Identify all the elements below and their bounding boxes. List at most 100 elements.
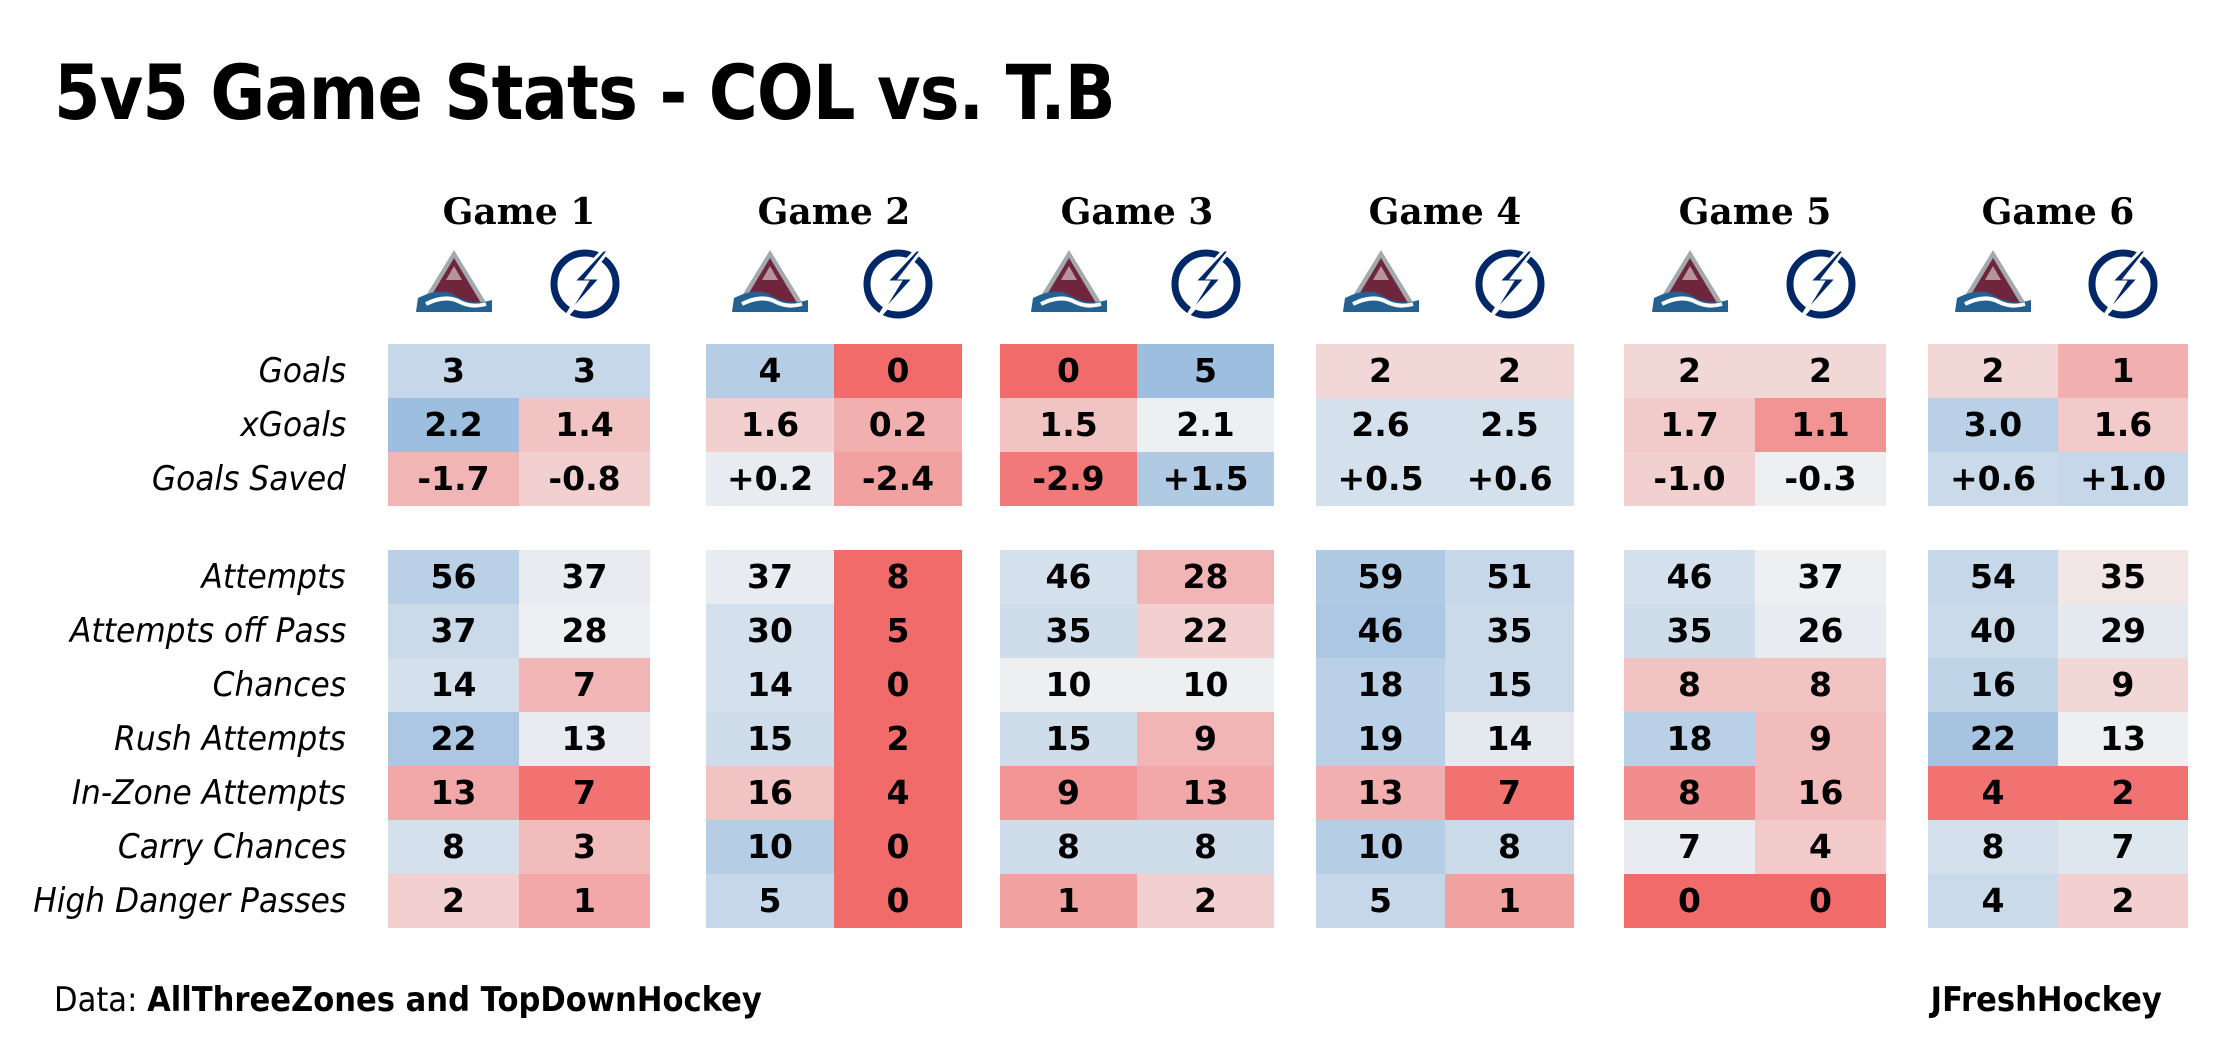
stat-cell: -2.9: [1000, 452, 1137, 506]
stat-cell: 8: [1624, 766, 1755, 820]
row-label: In-Zone Attempts: [72, 773, 346, 813]
stat-cell: 8: [1928, 820, 2058, 874]
row-label: Attempts: [201, 557, 346, 597]
stat-cell: 9: [1755, 712, 1886, 766]
row-label: Carry Chances: [117, 827, 346, 867]
stat-cell: 7: [519, 766, 650, 820]
stat-cell: 19: [1316, 712, 1445, 766]
row-label: Goals Saved: [151, 459, 346, 499]
stat-cell: 37: [1755, 550, 1886, 604]
stat-cell: 13: [1137, 766, 1274, 820]
lightning-logo-icon: [2081, 246, 2165, 320]
stat-cell: 8: [1755, 658, 1886, 712]
stat-cell: 15: [1000, 712, 1137, 766]
row-label: xGoals: [239, 405, 346, 445]
stat-cell: 26: [1755, 604, 1886, 658]
stat-cell: 46: [1000, 550, 1137, 604]
stat-cell: 3: [519, 344, 650, 398]
row-label: Goals: [258, 351, 346, 391]
stat-cell: 1: [1445, 874, 1574, 928]
game-header: Game 4: [1368, 191, 1522, 233]
stat-cell: 2.2: [388, 398, 519, 452]
avalanche-logo-icon: [1027, 246, 1111, 320]
stat-cell: 35: [1624, 604, 1755, 658]
stat-cell: 2: [1445, 344, 1574, 398]
stat-cell: 13: [388, 766, 519, 820]
stat-cell: 10: [1137, 658, 1274, 712]
stat-cell: 2: [2058, 766, 2188, 820]
stat-cell: 15: [1445, 658, 1574, 712]
stat-cell: 5: [1137, 344, 1274, 398]
stat-cell: 4: [834, 766, 962, 820]
stat-cell: 13: [1316, 766, 1445, 820]
stat-cell: +0.2: [706, 452, 834, 506]
game-header: Game 1: [442, 191, 596, 233]
game-header: Game 6: [1981, 191, 2135, 233]
lightning-logo-icon: [1468, 246, 1552, 320]
stat-cell: 4: [1928, 874, 2058, 928]
stat-cell: 8: [1000, 820, 1137, 874]
stat-cell: 28: [519, 604, 650, 658]
stat-cell: -1.0: [1624, 452, 1755, 506]
stat-cell: 0: [834, 820, 962, 874]
avalanche-logo-icon: [1648, 246, 1732, 320]
stat-cell: 5: [1316, 874, 1445, 928]
stat-cell: 40: [1928, 604, 2058, 658]
stat-cell: 0: [1755, 874, 1886, 928]
lightning-logo-icon: [1164, 246, 1248, 320]
stat-cell: 14: [706, 658, 834, 712]
stat-cell: 16: [1928, 658, 2058, 712]
stat-cell: +1.0: [2058, 452, 2188, 506]
stat-cell: 14: [1445, 712, 1574, 766]
stat-cell: 54: [1928, 550, 2058, 604]
stat-cell: 1.1: [1755, 398, 1886, 452]
stat-cell: 18: [1316, 658, 1445, 712]
stat-cell: 22: [1928, 712, 2058, 766]
stat-cell: 3: [519, 820, 650, 874]
game-header: Game 5: [1678, 191, 1832, 233]
stat-cell: 0: [834, 344, 962, 398]
stat-cell: 2.6: [1316, 398, 1445, 452]
avalanche-logo-icon: [1951, 246, 2035, 320]
stat-cell: -2.4: [834, 452, 962, 506]
stat-cell: 16: [1755, 766, 1886, 820]
stat-cell: +0.5: [1316, 452, 1445, 506]
stat-cell: 29: [2058, 604, 2188, 658]
stat-cell: 2: [1624, 344, 1755, 398]
stat-cell: 3.0: [1928, 398, 2058, 452]
stat-cell: -0.8: [519, 452, 650, 506]
stat-cell: 5: [706, 874, 834, 928]
stat-cell: 4: [1928, 766, 2058, 820]
avalanche-logo-icon: [728, 246, 812, 320]
stat-cell: 15: [706, 712, 834, 766]
lightning-logo-icon: [543, 246, 627, 320]
stat-cell: 2: [1755, 344, 1886, 398]
stat-cell: 30: [706, 604, 834, 658]
stat-cell: 8: [388, 820, 519, 874]
credit-footer: JFreshHockey: [1930, 980, 2162, 1020]
stat-cell: 1.7: [1624, 398, 1755, 452]
avalanche-logo-icon: [412, 246, 496, 320]
stat-cell: 8: [1624, 658, 1755, 712]
stat-cell: 7: [2058, 820, 2188, 874]
stat-cell: 18: [1624, 712, 1755, 766]
data-source-footer: Data: AllThreeZones and TopDownHockey: [54, 980, 762, 1020]
stat-cell: 2: [834, 712, 962, 766]
stat-cell: 2: [2058, 874, 2188, 928]
stat-cell: 46: [1316, 604, 1445, 658]
stat-cell: +1.5: [1137, 452, 1274, 506]
stat-cell: 8: [834, 550, 962, 604]
stat-cell: 13: [2058, 712, 2188, 766]
stat-cell: 59: [1316, 550, 1445, 604]
stat-cell: 1: [2058, 344, 2188, 398]
stat-cell: +0.6: [1928, 452, 2058, 506]
stat-cell: 1.5: [1000, 398, 1137, 452]
row-label: High Danger Passes: [33, 881, 346, 921]
stat-cell: 9: [2058, 658, 2188, 712]
stat-cell: 7: [1445, 766, 1574, 820]
stat-cell: 2: [388, 874, 519, 928]
stat-cell: 1: [1000, 874, 1137, 928]
stat-cell: 37: [519, 550, 650, 604]
stat-cell: 4: [1755, 820, 1886, 874]
stat-cell: 7: [519, 658, 650, 712]
